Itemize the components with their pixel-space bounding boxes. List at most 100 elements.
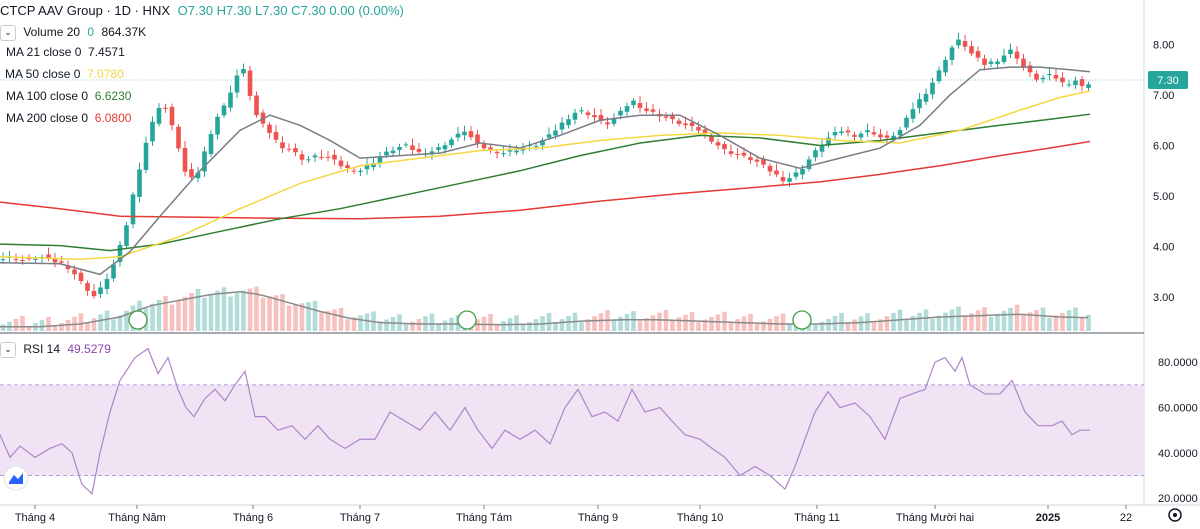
candle-body [709,136,714,142]
candle-body [956,39,961,46]
symbol-title[interactable]: CTCP AAV Group · 1D · HNX [0,3,171,18]
volume-bar [696,322,701,331]
candle-body [241,68,246,74]
candle-body [735,153,740,155]
candle-body [1053,74,1059,79]
volume-bar [683,314,688,331]
volume-bar [891,312,896,331]
volume-bar [436,323,441,331]
candle-body [358,170,363,172]
collapse-chevron-icon[interactable]: ⌄ [0,24,16,41]
candle-body [143,142,149,170]
volume-bar [150,303,155,331]
rsi-tick-label: 40.0000 [1158,448,1198,460]
volume-bar [351,317,357,331]
price-tick-label: 8.00 [1153,39,1174,51]
time-tick-label: Tháng 7 [340,512,380,524]
candle-body [865,130,870,133]
event-marker-icon[interactable] [128,310,148,330]
candle-body [969,46,974,54]
candle-body [351,170,357,172]
settings-gear-icon[interactable] [1168,508,1182,522]
rsi-band [0,384,1144,477]
ma21-legend[interactable]: MA 21 close 0 7.4571 [6,44,125,60]
volume-bar [46,316,51,331]
volume-bar [1053,315,1059,331]
candle-body [59,261,64,263]
candle-body [176,126,181,149]
rsi-tick-label: 80.0000 [1158,357,1198,369]
candle-body [449,139,454,146]
candle-body [65,265,71,270]
candle-body [13,259,19,261]
candle-body [319,156,324,158]
candle-body [910,109,916,119]
symbol-header: CTCP AAV Group · 1D · HNX O7.30 H7.30 L7… [0,3,408,19]
rsi-legend: ⌄ RSI 14 49.5279 [0,341,115,358]
candle-body [930,82,935,95]
volume-bar [923,309,929,331]
volume-bar [195,289,201,331]
volume-extra: 0 [87,25,95,39]
volume-bar [1079,317,1085,331]
candle-body [475,134,480,144]
volume-bar [871,322,877,331]
tradingview-logo-icon[interactable] [3,465,29,491]
candle-body [1034,73,1039,80]
volume-bar [1060,312,1065,331]
candle-body [202,151,207,172]
candle-body [579,110,584,112]
volume-bar [215,290,220,331]
volume-bar [59,323,64,331]
candle-body [676,120,682,124]
volume-bar [221,287,227,331]
event-marker-icon[interactable] [457,310,477,330]
candle-body [91,290,97,297]
candle-body [78,272,84,281]
event-marker-icon[interactable] [792,310,812,330]
candle-body [618,110,623,116]
volume-bar [878,319,883,331]
candle-body [397,147,402,151]
candle-body [845,130,851,133]
moving-averages [0,66,1091,276]
volume-bar [761,321,766,331]
rsi-label[interactable]: RSI 14 [23,342,61,356]
volume-bar [949,309,955,331]
candle-body [988,61,994,64]
candle-body [800,168,805,175]
candle-body [416,148,422,152]
volume-bar [267,296,272,331]
volume-bar [559,319,565,331]
candle-body [462,131,467,136]
time-tick-label: Tháng 11 [794,512,840,524]
candle-body [904,117,909,128]
volume-bar [254,286,259,331]
ma200-legend[interactable]: MA 200 close 0 6.0800 [6,110,131,126]
candle-body [338,160,344,167]
volume-bar [520,324,526,331]
volume-bar [917,312,922,331]
rsi-range-band [0,384,1144,476]
candle-body [923,93,929,102]
ohlc-values: O7.30 H7.30 L7.30 C7.30 0.00 (0.00%) [177,3,404,18]
candle-body [325,156,331,158]
volume-bar [709,316,714,331]
rsi-collapse-chevron-icon[interactable]: ⌄ [0,341,16,358]
volume-bar [332,309,337,331]
volume-bar [1001,310,1007,331]
volume-bar [735,319,740,331]
volume-bar [358,315,363,331]
candle-body [540,140,545,146]
candle-body [364,165,370,170]
candle-body [72,269,77,275]
candle-body [312,155,318,158]
volume-bar [624,313,630,331]
ma50-legend[interactable]: MA 50 close 0 7.0780 [5,66,124,82]
candle-body [20,260,25,262]
candle-body [215,116,220,135]
volume-label[interactable]: Volume 20 [23,25,81,39]
candle-body [514,150,519,153]
ma100-legend[interactable]: MA 100 close 0 6.6230 [6,88,131,104]
